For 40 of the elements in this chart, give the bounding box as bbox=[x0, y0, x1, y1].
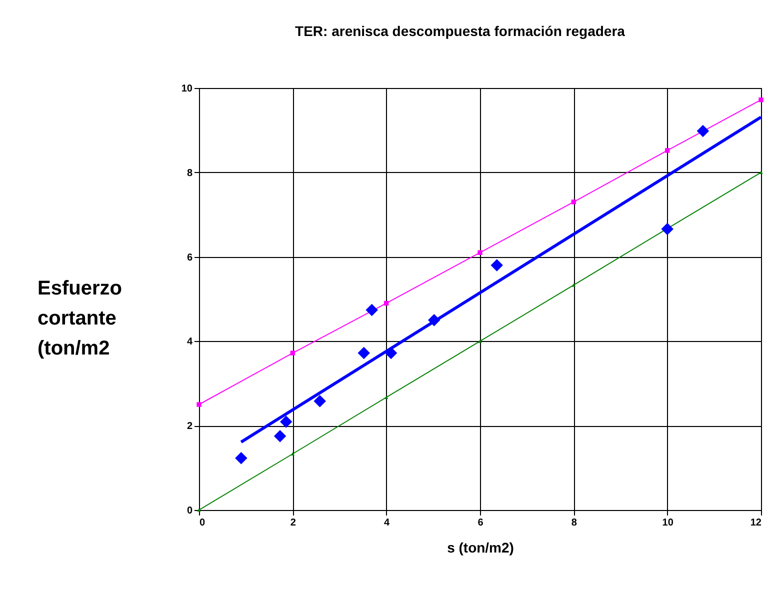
x-tick-label: 8 bbox=[571, 518, 578, 528]
point bbox=[428, 314, 440, 326]
point bbox=[314, 395, 326, 408]
point bbox=[759, 170, 763, 174]
point bbox=[384, 300, 389, 306]
point bbox=[758, 97, 764, 102]
y-tick-label: 6 bbox=[186, 252, 193, 264]
point bbox=[571, 200, 576, 204]
point bbox=[197, 508, 201, 512]
x-tick-label: 6 bbox=[478, 518, 484, 528]
y-tick-label: 4 bbox=[186, 336, 193, 348]
point bbox=[290, 452, 295, 456]
y-tick-label: 10 bbox=[181, 84, 193, 94]
x-axis-title: s (ton/m2) bbox=[447, 540, 514, 556]
line-series bbox=[197, 170, 763, 512]
point bbox=[274, 430, 286, 442]
x-tick-label: 2 bbox=[290, 518, 296, 528]
point bbox=[490, 259, 503, 272]
point bbox=[478, 340, 482, 343]
point bbox=[358, 346, 370, 360]
point bbox=[280, 416, 292, 428]
y-tick-label: 2 bbox=[186, 421, 193, 432]
point bbox=[478, 250, 482, 255]
point bbox=[572, 283, 576, 287]
x-tick-label: 12 bbox=[750, 518, 762, 528]
point bbox=[235, 452, 248, 464]
x-tick-label: 10 bbox=[662, 518, 674, 528]
point bbox=[696, 124, 710, 138]
point bbox=[366, 304, 378, 316]
chart-title: TER: arenisca descompuesta formación regadera bbox=[295, 23, 626, 39]
point bbox=[664, 148, 670, 153]
y-axis-title: Esfuerzo cortante (ton/m2 bbox=[38, 278, 122, 360]
point bbox=[661, 222, 674, 236]
y-tick-label: 0 bbox=[186, 506, 193, 516]
x-tick-label: 4 bbox=[384, 518, 390, 528]
y-tick-label: 8 bbox=[186, 168, 193, 179]
point bbox=[384, 396, 388, 399]
x-tick-label: 0 bbox=[200, 518, 206, 528]
point bbox=[290, 350, 296, 356]
point bbox=[196, 402, 202, 407]
